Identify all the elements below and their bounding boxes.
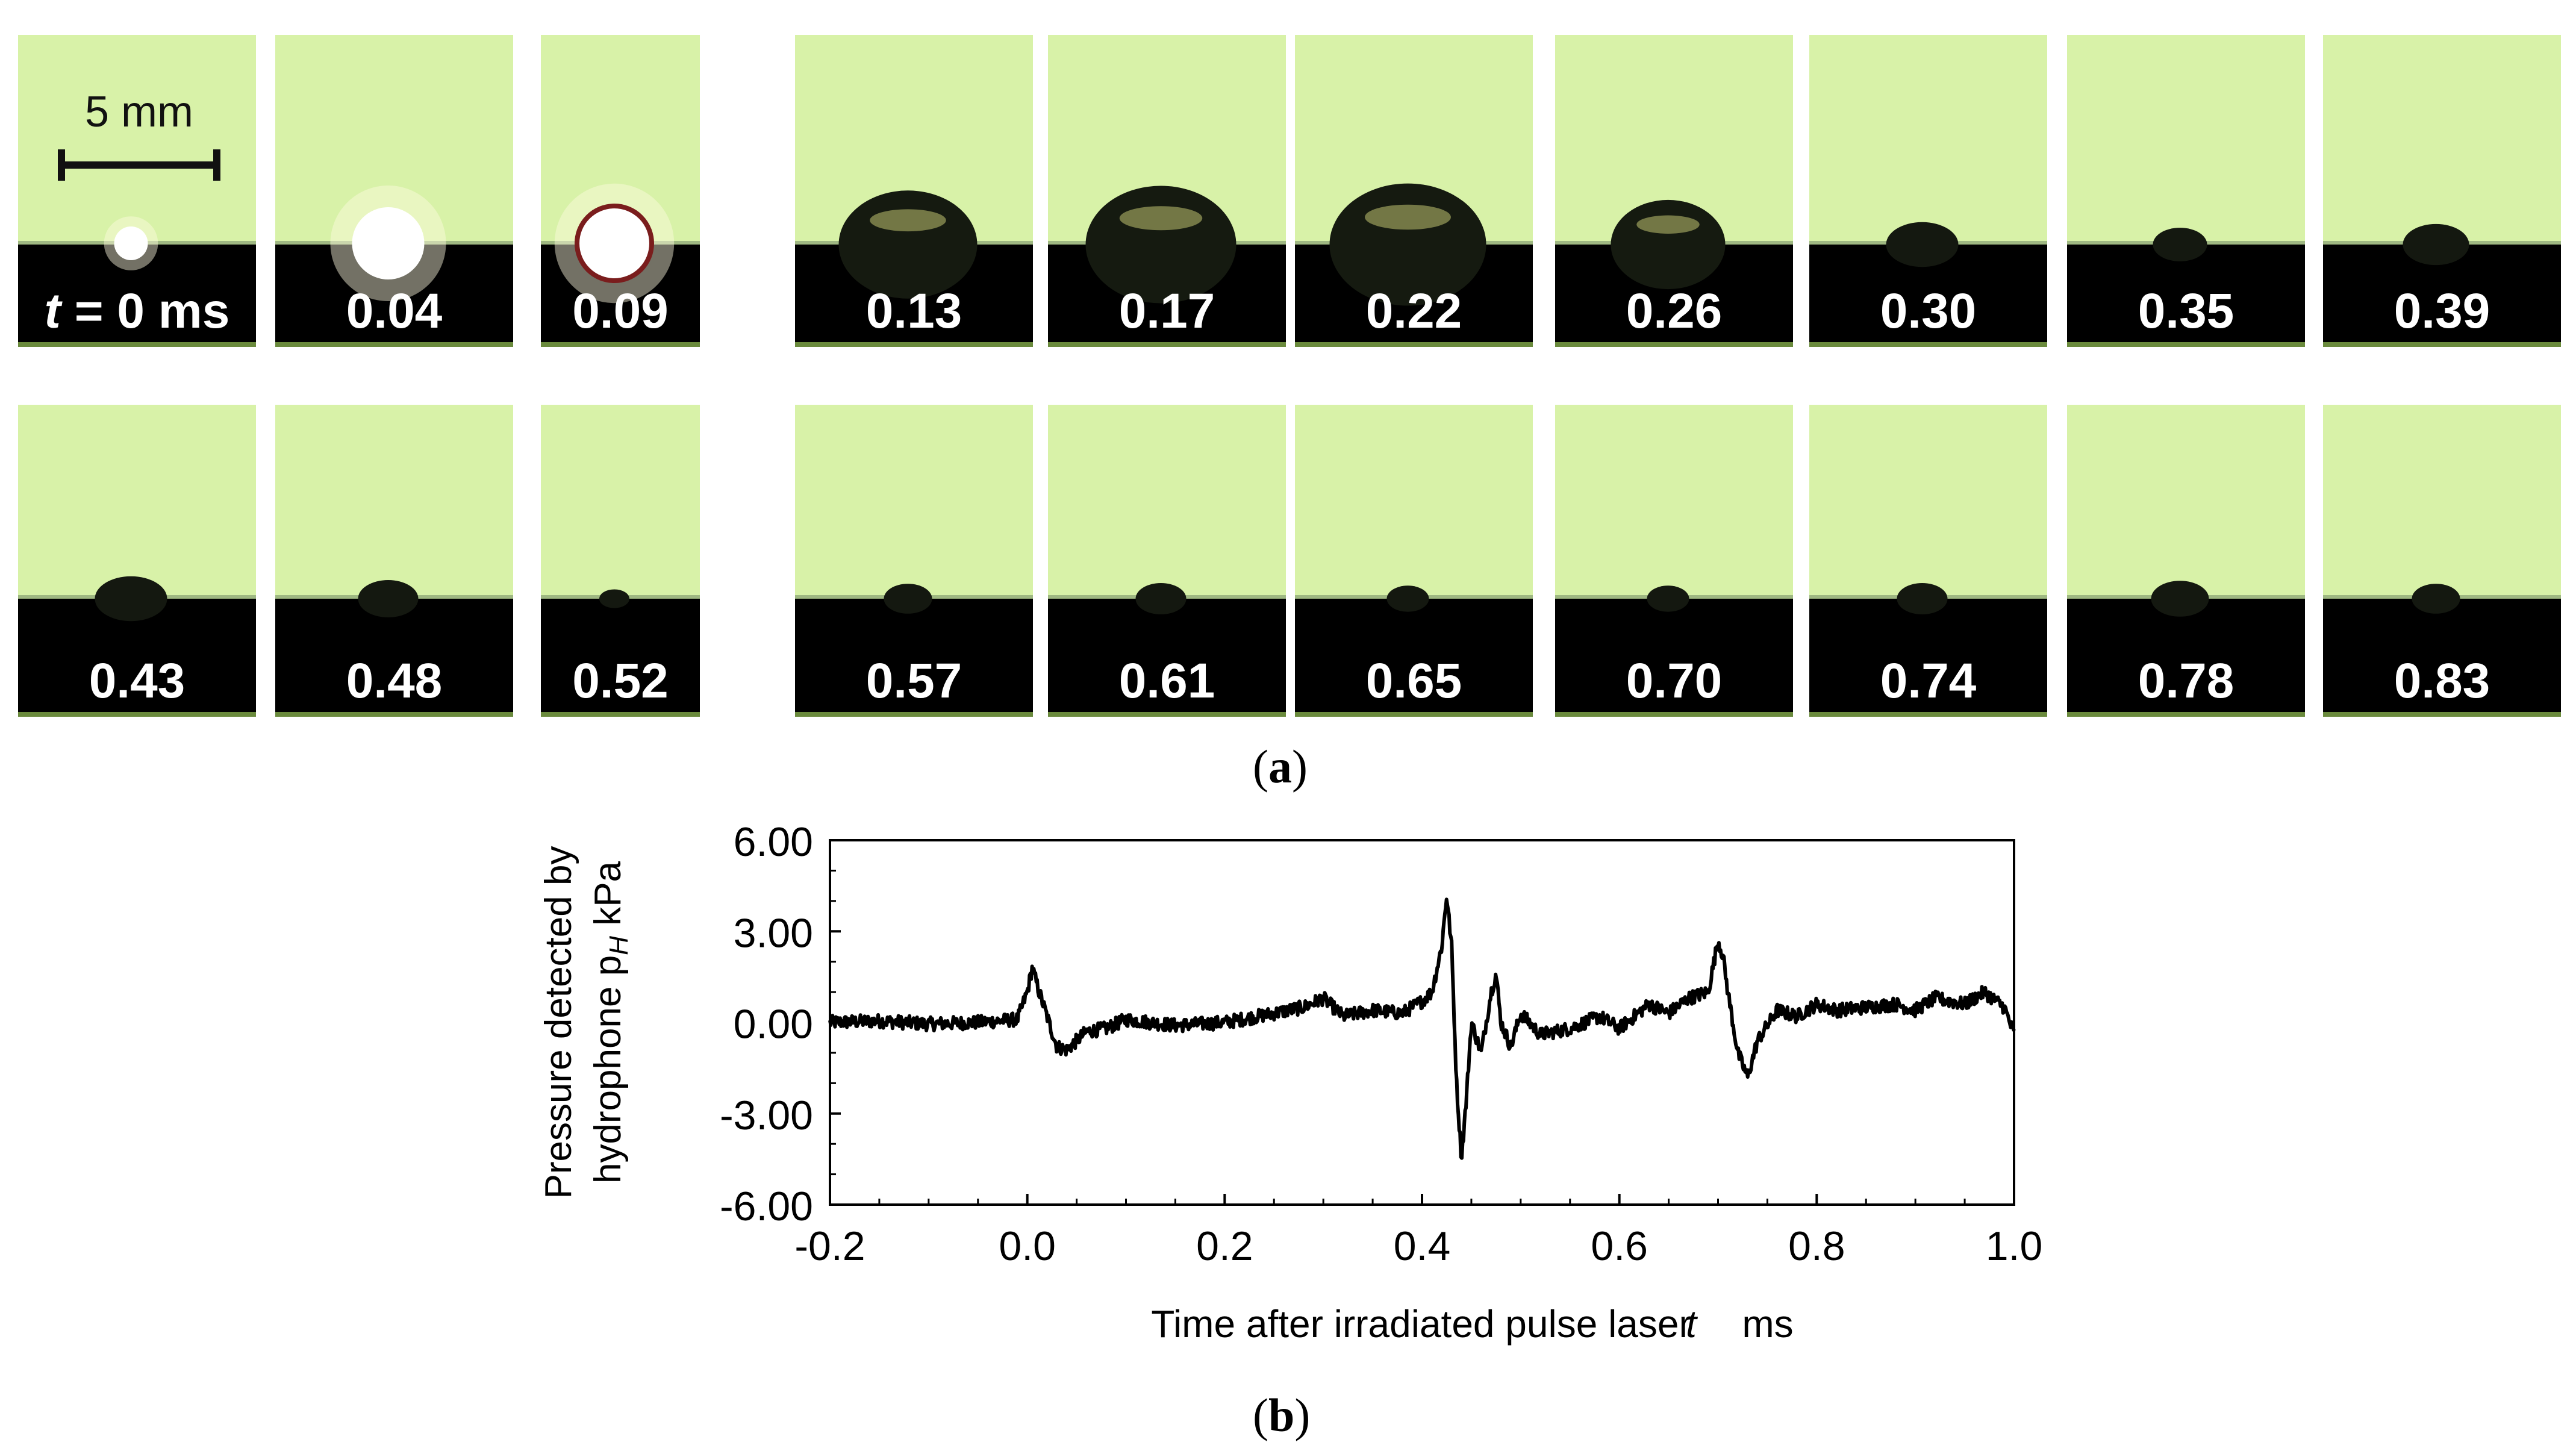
y-tick-label: 0.00 xyxy=(734,1002,813,1047)
frame-time-label: 0.74 xyxy=(1880,654,1977,708)
frame-time-label: 0.48 xyxy=(346,654,443,708)
frame-image: 0.26 xyxy=(1555,35,1793,347)
scale-bar-cap-right xyxy=(213,149,220,181)
x-axis-label-variable: t xyxy=(1686,1302,1698,1346)
frame-time-label: 0.35 xyxy=(2138,284,2235,339)
frame-time-label: 0.09 xyxy=(572,284,669,339)
frame-time-label: 0.30 xyxy=(1880,284,1977,339)
frame-image: 0.74 xyxy=(1809,405,2047,717)
frame-image: 0.22 xyxy=(1295,35,1533,347)
scale-bar-cap-left xyxy=(58,149,65,181)
y-tick-label: 6.00 xyxy=(734,819,813,865)
frame-time-label: 0.04 xyxy=(346,284,443,339)
frame-image: 0.78 xyxy=(2067,405,2305,717)
x-tick-label: 0.8 xyxy=(1788,1223,1845,1269)
frame-time-label: 0.13 xyxy=(865,284,962,339)
caption-a: (a) xyxy=(1253,740,1308,793)
frame-image: 0.04 xyxy=(275,35,513,347)
frame-image: 0.30 xyxy=(1809,35,2047,347)
caption-b: (b) xyxy=(1253,1389,1311,1441)
panel-a-frames: t = 0 ms 0.04 0.09 0.13 xyxy=(18,35,2561,717)
pressure-trace-series xyxy=(828,897,2016,1160)
frame-image: 0.43 xyxy=(18,405,256,717)
frame-time-label: 0.22 xyxy=(1365,284,1462,339)
y-tick-label: 3.00 xyxy=(734,910,813,956)
frame-image: 0.39 xyxy=(2323,35,2561,347)
frame-image: 0.09 xyxy=(541,35,700,347)
x-tick-label: 0.0 xyxy=(999,1223,1056,1269)
y-tick-label: -6.00 xyxy=(720,1184,813,1229)
frame-image: 0.48 xyxy=(275,405,513,717)
frame-time-label: 0.83 xyxy=(2394,654,2490,708)
frame-time-label: 0.70 xyxy=(1626,654,1723,708)
frame-time-label: 0.17 xyxy=(1118,284,1215,339)
x-axis-label: Time after irradiated pulse laser xyxy=(1151,1302,1692,1346)
frame-time-label: 0.61 xyxy=(1118,654,1215,708)
frame-time-label: t = 0 ms xyxy=(44,284,230,339)
frame-image: 0.13 xyxy=(795,35,1033,347)
frame-image: 0.17 xyxy=(1048,35,1286,347)
frame-image: 0.70 xyxy=(1555,405,1793,717)
scale-bar-line xyxy=(61,161,218,169)
y-tick-label: -3.00 xyxy=(720,1093,813,1138)
scale-bar-label: 5 mm xyxy=(85,88,193,136)
x-tick-label: 0.4 xyxy=(1394,1223,1451,1269)
frame-time-label: 0.26 xyxy=(1626,284,1723,339)
frame-image: 0.65 xyxy=(1295,405,1533,717)
frame-time-label: 0.78 xyxy=(2138,654,2235,708)
y-axis-label-line2: hydrophone pH kPa xyxy=(587,861,634,1184)
frame-time-label: 0.65 xyxy=(1365,654,1462,708)
x-axis-label-unit: ms xyxy=(1742,1302,1793,1346)
frame-image: 0.61 xyxy=(1048,405,1286,717)
scale-bar: 5 mm xyxy=(58,88,220,181)
frame-image: 0.83 xyxy=(2323,405,2561,717)
frame-time-label: 0.57 xyxy=(865,654,962,708)
x-tick-label: 0.2 xyxy=(1196,1223,1253,1269)
x-tick-label: -0.2 xyxy=(794,1223,865,1269)
frame-time-label: 0.39 xyxy=(2394,284,2490,339)
y-axis-label-line1: Pressure detected by xyxy=(538,846,579,1199)
frame-image: 0.52 xyxy=(541,405,700,717)
frame-image: 0.35 xyxy=(2067,35,2305,347)
frame-image: t = 0 ms xyxy=(18,35,256,347)
frame-time-label: 0.52 xyxy=(572,654,669,708)
x-tick-label: 0.6 xyxy=(1591,1223,1648,1269)
x-tick-label: 1.0 xyxy=(1986,1223,2043,1269)
frame-image: 0.57 xyxy=(795,405,1033,717)
frame-time-label: 0.43 xyxy=(89,654,186,708)
pressure-chart: 6.00 3.00 0.00 -3.00 -6.00-0.2 0.0 0.2 0.4 0.6 0.… xyxy=(538,819,2043,1346)
